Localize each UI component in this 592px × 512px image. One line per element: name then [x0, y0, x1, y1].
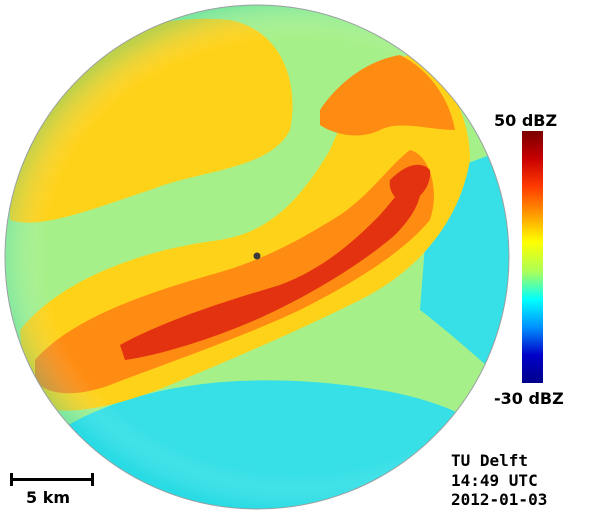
- colorbar-min-label: -30 dBZ: [494, 389, 564, 408]
- scale-bar: [10, 473, 94, 486]
- credit-organization: TU Delft: [451, 451, 529, 470]
- scale-bar-label: 5 km: [26, 488, 71, 507]
- radar-range-ring: [4, 4, 510, 510]
- colorbar: [522, 131, 543, 383]
- radar-site-marker: [253, 252, 261, 260]
- colorbar-max-label: 50 dBZ: [494, 111, 558, 130]
- credit-time: 14:49 UTC: [451, 471, 538, 490]
- credit-date: 2012-01-03: [451, 490, 548, 509]
